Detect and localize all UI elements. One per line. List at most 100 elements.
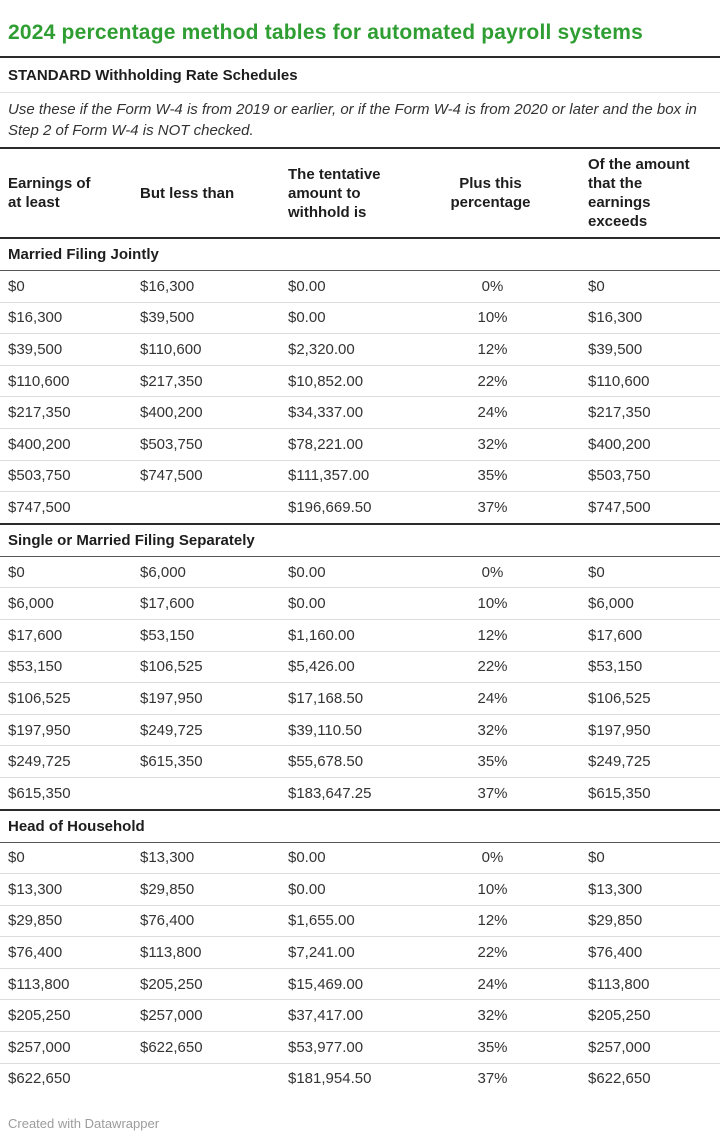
table-cell: 22%: [477, 658, 508, 676]
datawrapper-credit-link[interactable]: Created with Datawrapper: [8, 1116, 160, 1132]
table-cell: $747,500: [8, 498, 71, 516]
chart-footer: Created with Datawrapper: [0, 1094, 720, 1131]
table-cell: $217,350: [8, 404, 71, 422]
table-cell: $0.00: [288, 563, 326, 581]
table-cell: $0: [588, 277, 605, 295]
table-cell: $53,977.00: [288, 1038, 364, 1056]
table-cell: 10%: [477, 595, 508, 613]
table-cell: $0: [8, 277, 25, 295]
table-cell: $53,150: [588, 658, 643, 676]
table-cell: $17,600: [8, 626, 63, 644]
table-cell: $13,300: [588, 880, 643, 898]
table-cell: $257,000: [8, 1038, 71, 1056]
table-cell: $747,500: [140, 467, 203, 485]
table-cell: $110,600: [8, 372, 70, 390]
table-row: $205,250 $257,000 $37,417.00 32% $205,250: [0, 999, 720, 1032]
table-cell: $181,954.50: [288, 1070, 372, 1088]
table-cell: 32%: [477, 1007, 508, 1025]
table-cell: $747,500: [588, 498, 651, 516]
table-row: $0 $16,300 $0.00 0% $0: [0, 271, 720, 303]
table-cell: $39,500: [140, 309, 195, 327]
table-row: $503,750 $747,500 $111,357.00 35% $503,750: [0, 460, 720, 492]
table-cell: $0: [588, 849, 605, 867]
table-cell: $113,800: [588, 975, 650, 993]
column-header-label: Earnings of at least: [8, 175, 91, 211]
table-row: $622,650 $181,954.50 37% $622,650: [0, 1063, 720, 1094]
table-cell: $1,655.00: [288, 912, 355, 930]
table-subtitle: STANDARD Withholding Rate Schedules: [0, 58, 720, 93]
table-cell: $6,000: [588, 595, 634, 613]
table-cell: [132, 777, 280, 809]
table-row: $113,800 $205,250 $15,469.00 24% $113,800: [0, 968, 720, 1000]
table-row: $39,500 $110,600 $2,320.00 12% $39,500: [0, 333, 720, 366]
table-section: Head of Household $0 $13,300 $0.00 0% $0 $13,3…: [0, 809, 720, 1095]
table-cell: $503,750: [8, 467, 71, 485]
table-cell: $0: [588, 563, 605, 581]
table-row: $76,400 $113,800 $7,241.00 22% $76,400: [0, 936, 720, 969]
column-header-plus-percentage: Plus this percentage: [435, 148, 550, 238]
title-divider: [0, 56, 720, 58]
table-cell: $1,160.00: [288, 626, 355, 644]
table-cell: 0%: [481, 563, 504, 581]
column-header-amount-exceeds: Of the amount that the earnings exceeds: [550, 148, 720, 238]
table-cell: 12%: [477, 626, 508, 644]
table-cell: $197,950: [8, 721, 71, 739]
table-cell: $76,400: [140, 912, 195, 930]
table-header-row: Earnings of at least But less than The t…: [0, 148, 720, 238]
table-cell: $106,525: [588, 689, 651, 707]
table-cell: $217,350: [588, 404, 651, 422]
table-cell: $110,600: [588, 372, 650, 390]
table-row: $110,600 $217,350 $10,852.00 22% $110,600: [0, 365, 720, 397]
table-cell: $39,110.50: [288, 721, 362, 739]
table-section: Married Filing Jointly $0 $16,300 $0.00 0% $0…: [0, 238, 720, 524]
column-header-tentative-amount: The tentative amount to withhold is: [280, 148, 435, 238]
table-row: $17,600 $53,150 $1,160.00 12% $17,600: [0, 619, 720, 651]
table-cell: $17,600: [588, 626, 643, 644]
column-header-but-less-than: But less than: [132, 148, 280, 238]
table-cell: $110,600: [140, 340, 202, 358]
table-cell: $76,400: [588, 944, 643, 962]
table-cell: $400,200: [140, 404, 203, 422]
table-cell: 37%: [477, 1070, 508, 1088]
table-cell: $106,525: [8, 689, 71, 707]
table-cell: $400,200: [588, 435, 651, 453]
table-cell: 24%: [477, 689, 508, 707]
table-row: $106,525 $197,950 $17,168.50 24% $106,525: [0, 682, 720, 715]
table-cell: [132, 1063, 280, 1094]
section-header-row: Married Filing Jointly: [0, 238, 720, 271]
table-cell: 37%: [477, 498, 508, 516]
section-header-row: Head of Household: [0, 809, 720, 842]
table-cell: $17,168.50: [288, 689, 364, 707]
table-row: $16,300 $39,500 $0.00 10% $16,300: [0, 302, 720, 334]
table-cell: $0.00: [288, 309, 326, 327]
table-cell: $197,950: [140, 689, 203, 707]
table-row: $257,000 $622,650 $53,977.00 35% $257,000: [0, 1031, 720, 1064]
table-row: $13,300 $29,850 $0.00 10% $13,300: [0, 873, 720, 906]
table-cell: 32%: [477, 721, 508, 739]
table-cell: 24%: [477, 975, 508, 993]
table-row: $0 $13,300 $0.00 0% $0: [0, 842, 720, 874]
table-cell: $217,350: [140, 372, 203, 390]
table-cell: $622,650: [8, 1070, 71, 1088]
table-cell: $55,678.50: [288, 753, 364, 771]
table-cell: $53,150: [140, 626, 195, 644]
table-cell: $29,850: [8, 912, 63, 930]
column-header-label: But less than: [140, 184, 235, 202]
table-cell: $17,600: [140, 595, 195, 613]
table-cell: $615,350: [588, 784, 651, 802]
column-header-earnings-of-at-least: Earnings of at least: [0, 148, 132, 238]
section-title: Married Filing Jointly: [8, 246, 159, 263]
table-cell: $400,200: [8, 435, 71, 453]
table-cell: $16,300: [140, 277, 195, 295]
table-cell: 22%: [477, 372, 508, 390]
table-cell: $249,725: [8, 753, 71, 771]
table-row: $29,850 $76,400 $1,655.00 12% $29,850: [0, 905, 720, 937]
table-cell: $2,320.00: [288, 340, 355, 358]
section-title: Single or Married Filing Separately: [8, 531, 255, 549]
table-cell: 35%: [477, 467, 508, 485]
table-cell: 37%: [477, 784, 508, 802]
table-row: $249,725 $615,350 $55,678.50 35% $249,725: [0, 745, 720, 778]
table-cell: $37,417.00: [288, 1007, 364, 1025]
table-cell: 0%: [481, 277, 504, 295]
table-row: $615,350 $183,647.25 37% $615,350: [0, 777, 720, 809]
